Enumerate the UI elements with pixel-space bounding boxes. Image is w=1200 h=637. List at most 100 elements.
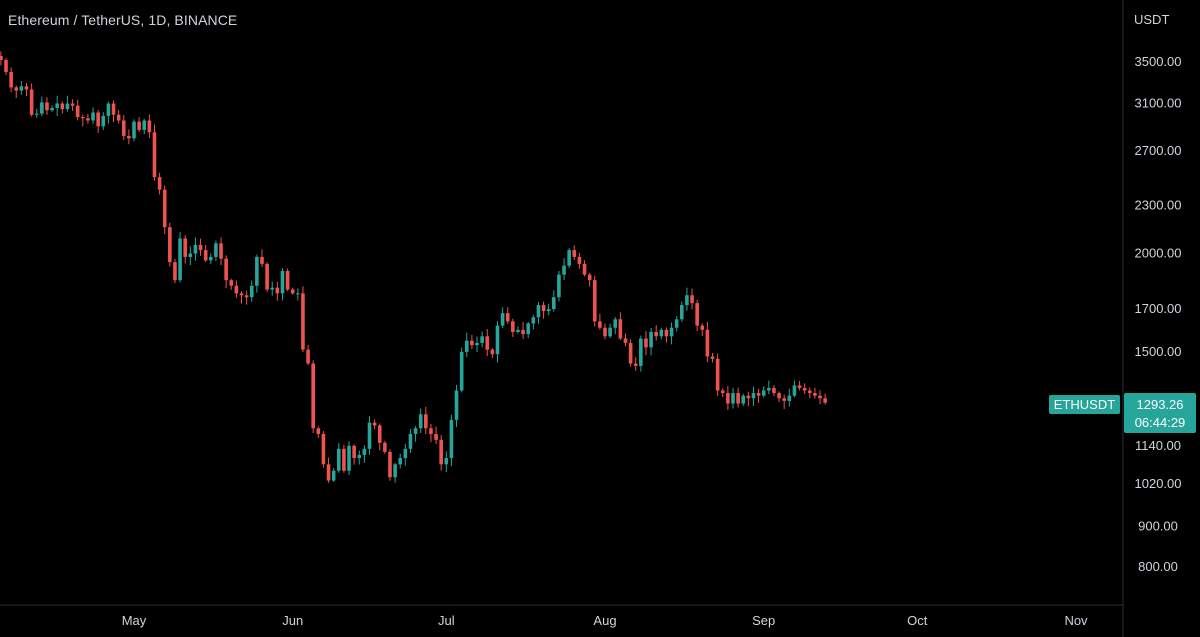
candle-body xyxy=(807,390,812,394)
candle-body xyxy=(285,271,290,290)
candle xyxy=(644,331,648,356)
candle-body xyxy=(111,103,116,115)
candle-body xyxy=(705,329,710,357)
candle-body xyxy=(81,117,85,119)
candle-body xyxy=(101,115,106,127)
candle-body xyxy=(500,313,505,326)
candle-body xyxy=(362,448,367,455)
candle xyxy=(290,287,295,295)
candle xyxy=(731,388,735,409)
candle-body xyxy=(208,256,213,261)
candle-body xyxy=(679,305,684,320)
price-unit-label: USDT xyxy=(1134,12,1170,27)
candle xyxy=(685,287,689,311)
time-tick-label: Jul xyxy=(438,613,455,628)
candle xyxy=(40,96,44,117)
candle xyxy=(639,335,643,372)
candle-body xyxy=(767,387,771,391)
candle-body xyxy=(546,309,551,312)
candle xyxy=(70,99,75,111)
candle-body xyxy=(336,448,341,471)
candle xyxy=(86,113,90,124)
candle-body xyxy=(562,265,566,275)
candle-body xyxy=(132,121,136,139)
time-axis[interactable]: May Jun Jul Aug Sep Oct Nov xyxy=(122,613,1088,628)
candle-body xyxy=(34,113,39,115)
candle-body xyxy=(490,349,495,355)
candle xyxy=(557,270,561,302)
candle xyxy=(275,281,280,301)
candle-body xyxy=(265,263,269,290)
candle-body xyxy=(777,393,781,399)
candle-body xyxy=(65,103,70,110)
candle-body xyxy=(434,434,438,440)
candle-body xyxy=(301,293,305,350)
candle xyxy=(613,317,618,335)
candle-body xyxy=(746,395,751,399)
candle-body xyxy=(592,280,597,322)
price-axis[interactable]: 3500.00 3100.00 2700.00 2300.00 2000.00 1700.… xyxy=(1135,54,1182,574)
last-price-tag-bg xyxy=(1124,393,1196,433)
candle xyxy=(511,318,515,337)
candle-body xyxy=(475,342,479,346)
candle-body xyxy=(459,351,464,391)
candle xyxy=(249,280,254,302)
candle-body xyxy=(552,297,556,310)
candle xyxy=(470,334,474,350)
candle-body xyxy=(60,103,65,110)
candle-body xyxy=(296,293,300,295)
candle xyxy=(188,246,193,266)
candle xyxy=(280,268,285,301)
candle xyxy=(746,391,751,407)
candle-body xyxy=(587,274,592,281)
candle-body xyxy=(357,454,362,459)
price-tick-label: 800.00 xyxy=(1138,559,1178,574)
last-price-tag[interactable]: 1293.26 06:44:29 xyxy=(1124,393,1196,433)
candle xyxy=(726,386,730,411)
candle xyxy=(316,426,321,438)
candle xyxy=(777,391,781,403)
candle-body xyxy=(577,256,582,264)
candle xyxy=(342,444,346,473)
candle-body xyxy=(9,71,13,88)
candle xyxy=(173,258,177,284)
candle-body xyxy=(813,393,817,396)
candle xyxy=(121,115,126,141)
candle xyxy=(142,118,147,135)
candle xyxy=(214,240,218,262)
candle-body xyxy=(14,87,19,91)
candle xyxy=(449,414,454,467)
candle-body xyxy=(19,86,24,91)
candle xyxy=(347,441,351,475)
candle-body xyxy=(654,331,658,337)
candle xyxy=(608,323,612,338)
candle-body xyxy=(541,305,546,312)
candle-body xyxy=(567,250,571,266)
candle-body xyxy=(726,393,730,404)
symbol-tag[interactable]: ETHUSDT xyxy=(1049,395,1120,414)
candle xyxy=(60,101,65,114)
candle-body xyxy=(485,336,490,350)
candle xyxy=(464,332,469,358)
chart-title: Ethereum / TetherUS, 1D, BINANCE xyxy=(8,12,238,28)
candle xyxy=(526,321,531,339)
candle xyxy=(224,255,228,289)
candle xyxy=(582,260,587,277)
candle-body xyxy=(613,319,618,328)
candle-body xyxy=(45,102,49,111)
candle-body xyxy=(342,448,346,471)
candle xyxy=(34,108,39,118)
candle-body xyxy=(582,263,587,275)
candle-body xyxy=(511,321,515,332)
candle-body xyxy=(137,121,141,130)
candle xyxy=(475,336,479,352)
candle xyxy=(751,386,756,407)
candle xyxy=(383,440,387,454)
candle xyxy=(24,83,29,97)
candle-body xyxy=(823,398,827,403)
candle-body xyxy=(372,422,377,426)
candle-body xyxy=(193,245,198,254)
price-tick-label: 2700.00 xyxy=(1135,143,1182,158)
